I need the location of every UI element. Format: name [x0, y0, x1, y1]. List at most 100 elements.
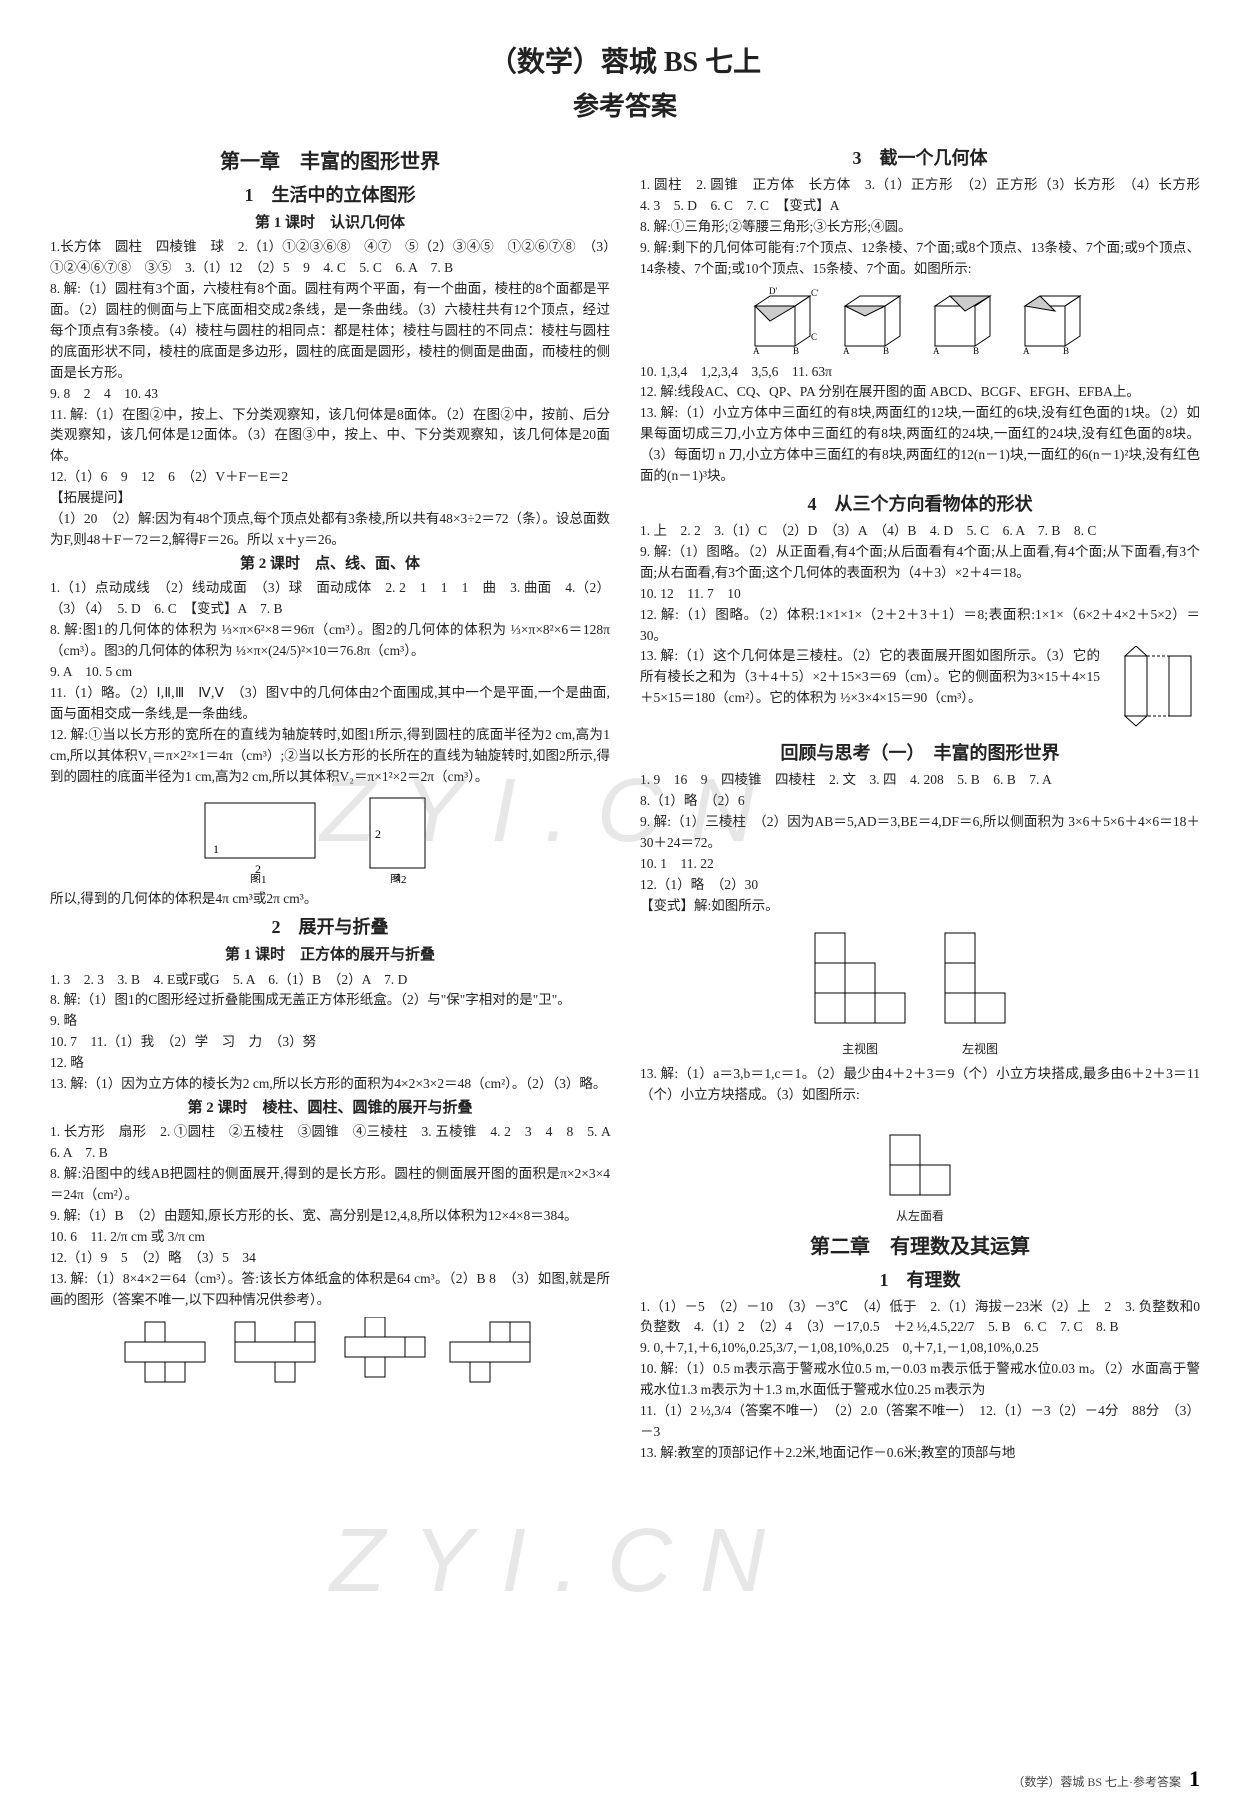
- answer-text: 10. 12 11. 7 10: [640, 584, 1200, 605]
- answer-text: 9. 解:（1）三棱柱 （2）因为AB＝5,AD＝3,BE＝4,DF＝6,所以侧…: [640, 812, 1200, 854]
- cube-2: AB: [835, 286, 915, 356]
- answer-text: 1. 3 2. 3 3. B 4. E或F或G 5. A 6.（1）B （2）A…: [50, 970, 610, 991]
- footer-text: （数学）蓉城 BS 七上·参考答案: [1012, 1773, 1181, 1790]
- answer-text: 13. 解:（1）小立方体中三面红的有8块,两面红的12块,一面红的6块,没有红…: [640, 403, 1200, 487]
- svg-text:D': D': [769, 286, 777, 296]
- answer-text: 13. 解:（1）8×4×2＝64（cm³）。答:该长方体纸盒的体积是64 cm…: [50, 1269, 610, 1311]
- answer-text: 9. 0,＋7,1,＋6,10%,0.25,3/7,－1,08,10%,0.25…: [640, 1338, 1200, 1359]
- answer-text: 8.（1）略 （2）6: [640, 791, 1200, 812]
- answer-text: 9. 略: [50, 1011, 610, 1032]
- cube-3: AB: [925, 286, 1005, 356]
- answer-text: 所以,得到的几何体的体积是4π cm³或2π cm³。: [50, 889, 610, 910]
- cube-4: AB: [1015, 286, 1095, 356]
- svg-text:A: A: [933, 346, 940, 356]
- cube-figures: AB CD' C' AB AB: [640, 286, 1200, 356]
- view-label: 从左面看: [640, 1207, 1200, 1226]
- section-2-title: 2 展开与折叠: [50, 914, 610, 942]
- page-footer: （数学）蓉城 BS 七上·参考答案 1: [1012, 1766, 1200, 1792]
- answer-text: 9. 解:剩下的几何体可能有:7个顶点、12条棱、7个面;或8个顶点、13条棱、…: [640, 238, 1200, 280]
- answer-text: 10. 1 11. 22: [640, 854, 1200, 875]
- section-6-title: 1 有理数: [640, 1267, 1200, 1295]
- answer-text: 【拓展提问】: [50, 488, 610, 509]
- answer-text: 9. A 10. 5 cm: [50, 662, 610, 683]
- answer-text: 【变式】解:如图所示。: [640, 896, 1200, 917]
- net-3: [335, 1317, 435, 1387]
- answer-text: 11.（1）2 ½,3/4（答案不唯一） （2）2.0（答案不唯一） 12.（1…: [640, 1401, 1200, 1443]
- svg-text:图2: 图2: [390, 873, 407, 883]
- answer-text: 11.（1）略。（2）Ⅰ,Ⅱ,Ⅲ Ⅳ,Ⅴ （3）图V中的几何体由2个面围成,其中…: [50, 683, 610, 725]
- svg-text:A: A: [753, 346, 760, 356]
- lesson-3-title: 第 1 课时 正方体的展开与折叠: [50, 944, 610, 967]
- answer-text: 12. 解:线段AC、CQ、QP、PA 分别在展开图的面 ABCD、BCGF、E…: [640, 382, 1200, 403]
- main-title: （数学）蓉城 BS 七上: [50, 40, 1200, 80]
- answer-text: 1.（1）－5 （2）－10 （3）－3℃ （4）低于 2.（1）海拔－23米（…: [640, 1297, 1200, 1339]
- answer-text: 9. 解:（1）图略。（2）从正面看,有4个面;从后面看有4个面;从上面看,有4…: [640, 542, 1200, 584]
- right-column: 3 截一个几何体 1. 圆柱 2. 圆锥 正方体 长方体 3.（1）正方形 （2…: [640, 141, 1200, 1464]
- answer-text: 12.（1）6 9 12 6 （2）V＋F－E＝2: [50, 467, 610, 488]
- front-view: [805, 923, 915, 1033]
- left-side-view: [875, 1110, 965, 1200]
- answer-text: 9. 8 2 4 10. 43: [50, 384, 610, 405]
- left-view: [925, 923, 1035, 1033]
- answer-text: 12. 略: [50, 1053, 610, 1074]
- left-column: 第一章 丰富的图形世界 1 生活中的立体图形 第 1 课时 认识几何体 1.长方…: [50, 141, 610, 1464]
- watermark: ZYI.CN: [330, 1510, 793, 1613]
- svg-text:B: B: [1063, 346, 1069, 356]
- net-1: [115, 1317, 215, 1387]
- answer-text: 8. 解:图1的几何体的体积为 ⅓×π×6²×8＝96π（cm³）。图2的几何体…: [50, 620, 610, 662]
- answer-text: 1. 圆柱 2. 圆锥 正方体 长方体 3.（1）正方形 （2）正方形（3）长方…: [640, 175, 1200, 217]
- answer-text: 12.（1）9 5 （2）略 （3）5 34: [50, 1248, 610, 1269]
- chapter-2-title: 第二章 有理数及其运算: [640, 1232, 1200, 1263]
- svg-text:2: 2: [375, 827, 381, 841]
- svg-text:C': C': [811, 288, 819, 298]
- net-figures: [50, 1317, 610, 1387]
- answer-text: 9. 解:（1）B （2）由题知,原长方形的长、宽、高分别是12,4,8,所以体…: [50, 1206, 610, 1227]
- answer-text: 13. 解:（1）这个几何体是三棱柱。（2）它的表面展开图如图所示。（3）它的所…: [640, 646, 1100, 709]
- svg-text:B: B: [793, 346, 799, 356]
- section-4-title: 4 从三个方向看物体的形状: [640, 491, 1200, 519]
- answer-text: 11. 解:（1）在图②中，按上、下分类观察知，该几何体是8面体。（2）在图②中…: [50, 405, 610, 468]
- answer-text: 1. 9 16 9 四棱锥 四棱柱 2. 文 3. 四 4. 208 5. B …: [640, 770, 1200, 791]
- svg-text:图1: 图1: [250, 873, 267, 883]
- answer-text: 1.长方体 圆柱 四棱锥 球 2.（1）①②③⑥⑧ ④⑦ ⑤（2）③④⑤ ①②⑥…: [50, 237, 610, 279]
- answer-text: 1. 上 2. 2 3.（1）C （2）D （3）A （4）B 4. D 5. …: [640, 521, 1200, 542]
- view-label: 左视图: [925, 1040, 1035, 1059]
- lesson-1-title: 第 1 课时 认识几何体: [50, 212, 610, 235]
- sub-title: 参考答案: [50, 86, 1200, 123]
- answer-text: 13. 解:教室的顶部记作＋2.2米,地面记作－0.6米;教室的顶部与地: [640, 1443, 1200, 1464]
- answer-text: 12. 解:（1）图略。（2）体积:1×1×1×（2＋2＋3＋1）＝8;表面积:…: [640, 605, 1200, 647]
- svg-text:A: A: [1023, 346, 1030, 356]
- answer-text: 8. 解:①三角形;②等腰三角形;③长方形;④圆。: [640, 217, 1200, 238]
- answer-text: 12.（1）略 （2）30: [640, 875, 1200, 896]
- answer-text: 1. 长方形 扇形 2. ①圆柱 ②五棱柱 ③圆锥 ④三棱柱 3. 五棱锥 4.…: [50, 1122, 610, 1164]
- answer-text: 10. 解:（1）0.5 m表示高于警戒水位0.5 m,－0.03 m表示低于警…: [640, 1359, 1200, 1401]
- svg-text:C: C: [811, 332, 817, 342]
- answer-text: （1）20 （2）解:因为有48个顶点,每个顶点处都有3条棱,所以共有48×3÷…: [50, 509, 610, 551]
- answer-text: 10. 7 11.（1）我 （2）学 习 力 （3）努: [50, 1032, 610, 1053]
- prism-net: [1110, 646, 1200, 736]
- answer-text: 12. 解:①当以长方形的宽所在的直线为轴旋转时,如图1所示,得到圆柱的底面半径…: [50, 725, 610, 788]
- content-columns: 第一章 丰富的图形世界 1 生活中的立体图形 第 1 课时 认识几何体 1.长方…: [50, 141, 1200, 1464]
- answer-text: 10. 1,3,4 1,2,3,4 3,5,6 11. 63π: [640, 362, 1200, 383]
- figure-row: 1 2 图1 2 1 图2: [50, 793, 610, 883]
- page-number: 1: [1189, 1766, 1200, 1792]
- svg-text:1: 1: [213, 842, 219, 856]
- chapter-1-title: 第一章 丰富的图形世界: [50, 147, 610, 178]
- section-review-title: 回顾与思考（一） 丰富的图形世界: [640, 740, 1200, 768]
- svg-text:B: B: [883, 346, 889, 356]
- answer-text: 10. 6 11. 2/π cm 或 3/π cm: [50, 1227, 610, 1248]
- section-3-title: 3 截一个几何体: [640, 145, 1200, 173]
- lesson-2-title: 第 2 课时 点、线、面、体: [50, 553, 610, 576]
- answer-text: 13. 解:（1）a＝3,b＝1,c＝1。（2）最少由4＋2＋3＝9（个）小立方…: [640, 1064, 1200, 1106]
- answer-text: 1.（1）点动成线 （2）线动成面 （3）球 面动成体 2. 2 1 1 1 曲…: [50, 578, 610, 620]
- answer-text: 8. 解:（1）图1的C图形经过折叠能围成无盖正方体形纸盒。（2）与"保"字相对…: [50, 990, 610, 1011]
- net-4: [445, 1317, 545, 1387]
- cube-1: A B C D' C': [745, 286, 825, 356]
- answer-text: 13. 解:（1）因为立方体的棱长为2 cm,所以长方形的面积为4×2×3×2＝…: [50, 1074, 610, 1095]
- figure-2: 2 1 图2: [335, 793, 465, 883]
- view-figures: 主视图 左视图: [640, 923, 1200, 1059]
- answer-text: 8. 解:沿图中的线AB把圆柱的侧面展开,得到的是长方形。圆柱的侧面展开图的面积…: [50, 1164, 610, 1206]
- figure-1: 1 2 图1: [195, 793, 325, 883]
- svg-text:B: B: [973, 346, 979, 356]
- answer-text: 8. 解:（1）圆柱有3个面，六棱柱有8个面。圆柱有两个平面，有一个曲面，棱柱的…: [50, 279, 610, 384]
